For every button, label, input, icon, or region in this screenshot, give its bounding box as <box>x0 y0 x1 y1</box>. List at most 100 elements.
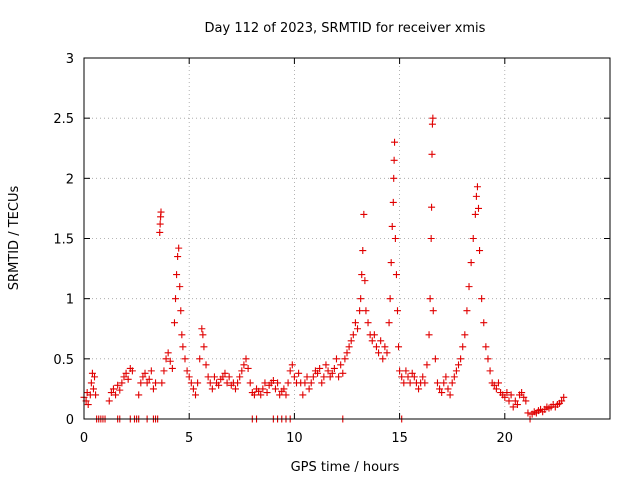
data-point <box>361 277 369 285</box>
data-point <box>280 385 288 393</box>
data-point <box>261 379 269 387</box>
data-point <box>316 364 324 372</box>
data-point <box>337 361 345 369</box>
data-point <box>433 379 441 387</box>
data-point <box>452 367 460 375</box>
data-point <box>116 386 124 394</box>
data-point <box>137 379 145 387</box>
data-point <box>522 397 530 405</box>
data-point <box>259 385 267 393</box>
data-point <box>389 198 397 206</box>
data-point <box>215 381 223 389</box>
data-point <box>471 210 479 218</box>
data-point <box>276 391 284 399</box>
data-point <box>492 385 500 393</box>
data-point <box>357 295 365 303</box>
data-point <box>206 379 214 387</box>
data-point <box>372 343 380 351</box>
data-point <box>408 369 416 377</box>
data-point <box>473 183 481 191</box>
data-point <box>301 379 309 387</box>
data-point <box>476 247 484 255</box>
data-point <box>166 357 174 365</box>
data-point <box>156 228 164 236</box>
data-point <box>112 391 120 399</box>
x-axis-label: GPS time / hours <box>291 460 400 475</box>
data-point <box>204 373 212 381</box>
data-point <box>200 343 208 351</box>
data-point <box>295 369 303 377</box>
data-point <box>503 389 511 397</box>
data-point <box>438 389 446 397</box>
data-point <box>147 367 155 375</box>
data-point <box>271 385 279 393</box>
data-point <box>145 375 153 383</box>
data-point <box>305 385 313 393</box>
data-point <box>415 385 423 393</box>
data-point <box>349 331 357 339</box>
data-point <box>120 373 128 381</box>
data-point <box>482 343 490 351</box>
data-point <box>128 367 136 375</box>
data-point <box>314 369 322 377</box>
data-point <box>467 259 475 267</box>
data-point <box>383 349 391 357</box>
data-point <box>318 379 326 387</box>
data-point <box>208 385 216 393</box>
y-tick-label: 1 <box>66 293 74 308</box>
data-point <box>362 307 370 315</box>
data-point <box>143 379 151 387</box>
data-point <box>423 361 431 369</box>
data-point <box>175 244 183 252</box>
data-point <box>428 120 436 128</box>
data-point <box>202 361 210 369</box>
data-point <box>518 389 526 397</box>
axes-layer <box>83 57 611 420</box>
data-point <box>343 349 351 357</box>
data-point <box>176 283 184 291</box>
data-point <box>87 379 95 387</box>
data-point <box>387 259 395 267</box>
data-point <box>194 379 202 387</box>
chart-title: Day 112 of 2023, SRMTID for receiver xmi… <box>205 21 486 36</box>
data-point <box>284 379 292 387</box>
data-point <box>192 391 200 399</box>
data-point <box>395 343 403 351</box>
data-point <box>219 373 227 381</box>
data-point <box>322 361 330 369</box>
y-tick-label: 2 <box>66 172 74 187</box>
data-point <box>429 114 437 122</box>
data-point <box>440 379 448 387</box>
data-point <box>429 307 437 315</box>
data-point <box>511 397 519 405</box>
data-point <box>183 367 191 375</box>
data-point <box>286 367 294 375</box>
data-point <box>459 343 467 351</box>
data-point <box>391 138 399 146</box>
data-point <box>478 295 486 303</box>
data-point <box>210 373 218 381</box>
data-point <box>187 379 195 387</box>
data-point <box>257 391 265 399</box>
data-point <box>149 385 157 393</box>
data-point <box>282 391 290 399</box>
data-point <box>359 247 367 255</box>
data-point <box>428 150 436 158</box>
data-point <box>391 235 399 242</box>
data-point <box>486 367 494 375</box>
data-point <box>299 391 307 399</box>
data-point <box>347 337 355 345</box>
data-point <box>240 361 248 369</box>
data-point <box>446 391 454 399</box>
data-point <box>88 369 96 377</box>
data-point <box>231 385 239 393</box>
data-point <box>189 385 197 393</box>
data-point <box>351 319 359 327</box>
data-point <box>135 391 143 399</box>
y-tick-label: 3 <box>66 52 74 67</box>
data-point <box>198 325 206 333</box>
data-point <box>196 355 204 363</box>
data-point <box>393 307 401 315</box>
data-point <box>524 409 532 417</box>
data-point <box>390 174 398 182</box>
